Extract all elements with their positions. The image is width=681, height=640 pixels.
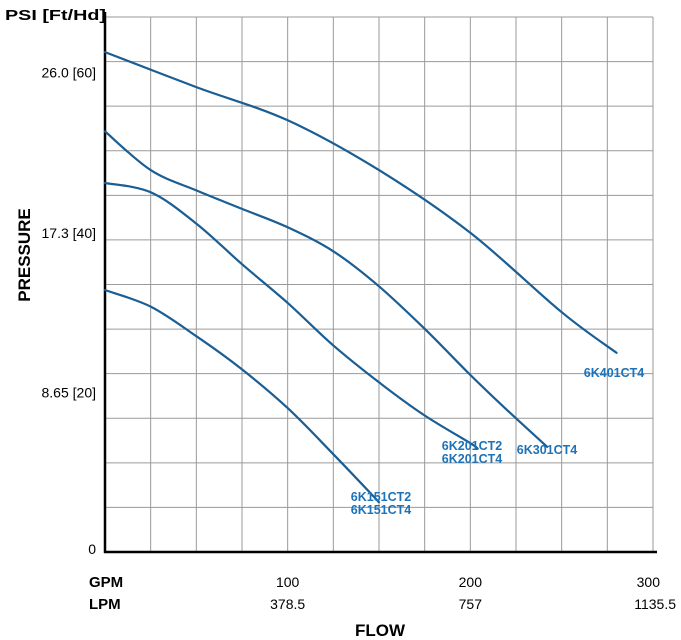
y-tick-label: 26.0 [60] xyxy=(42,64,97,80)
y-axis-side-label: PRESSURE xyxy=(15,208,34,302)
y-axis-title: PSI [Ft/Hd] xyxy=(5,7,106,24)
grid xyxy=(105,17,653,552)
x-tick-label-lpm: 1135.5 xyxy=(634,596,676,612)
series-label: 6K301CT4 xyxy=(517,443,577,457)
x-row-label-lpm: LPM xyxy=(89,596,121,613)
x-tick-label-gpm: 300 xyxy=(637,574,661,590)
curve-6k151ct2 xyxy=(103,288,381,504)
x-tick-label-gpm: 100 xyxy=(276,574,300,590)
y-tick-labels: 0 8.65 [20] 17.3 [40] 26.0 [60] xyxy=(42,64,97,557)
performance-curves xyxy=(103,51,618,504)
curve-6k401ct4 xyxy=(103,51,618,354)
x-tick-label-lpm: 378.5 xyxy=(270,596,305,612)
x-row-label-gpm: GPM xyxy=(89,574,123,591)
curve-6k201ct2 xyxy=(103,181,479,450)
x-tick-label-gpm: 200 xyxy=(459,574,483,590)
axes xyxy=(103,12,657,554)
y-tick-label: 17.3 [40] xyxy=(42,225,97,241)
curve-6k301ct4 xyxy=(103,130,549,448)
y-tick-label: 0 xyxy=(88,541,96,557)
series-label: 6K151CT4 xyxy=(351,503,411,517)
series-label: 6K201CT2 xyxy=(442,439,502,453)
series-label: 6K201CT4 xyxy=(442,452,502,466)
x-tick-labels: 100 378.5 200 757 300 1135.5 xyxy=(270,574,676,612)
series-label: 6K151CT2 xyxy=(351,490,411,504)
series-label: 6K401CT4 xyxy=(584,366,644,380)
x-axis-title: FLOW xyxy=(355,621,406,640)
y-tick-label: 8.65 [20] xyxy=(42,384,97,400)
x-tick-label-lpm: 757 xyxy=(459,596,483,612)
